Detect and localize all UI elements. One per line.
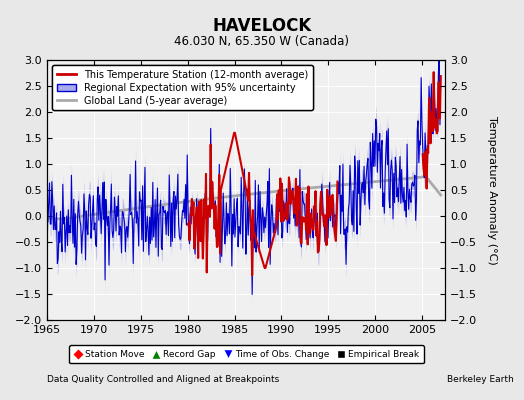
Text: 46.030 N, 65.350 W (Canada): 46.030 N, 65.350 W (Canada) bbox=[174, 36, 350, 48]
Text: Berkeley Earth: Berkeley Earth bbox=[447, 376, 514, 384]
Y-axis label: Temperature Anomaly (°C): Temperature Anomaly (°C) bbox=[487, 116, 497, 264]
Text: Data Quality Controlled and Aligned at Breakpoints: Data Quality Controlled and Aligned at B… bbox=[47, 376, 279, 384]
Legend: This Temperature Station (12-month average), Regional Expectation with 95% uncer: This Temperature Station (12-month avera… bbox=[52, 65, 313, 110]
Legend: Station Move, Record Gap, Time of Obs. Change, Empirical Break: Station Move, Record Gap, Time of Obs. C… bbox=[69, 346, 424, 364]
Text: HAVELOCK: HAVELOCK bbox=[212, 17, 312, 35]
